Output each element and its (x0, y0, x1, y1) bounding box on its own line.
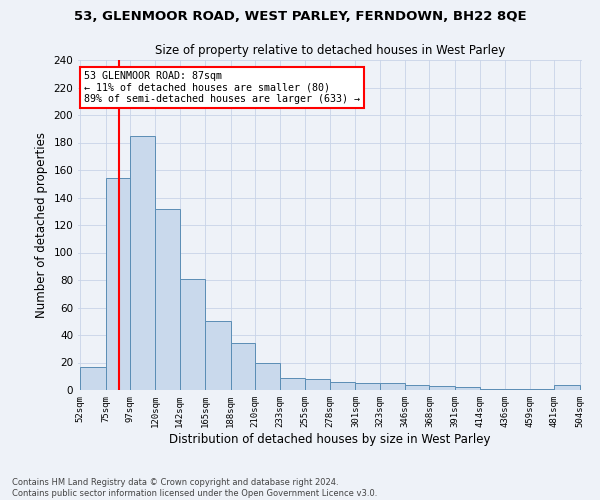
Bar (155, 208, 179, 390)
Bar (455, 387, 481, 390)
Bar (530, 388, 554, 390)
Text: 53, GLENMOOR ROAD, WEST PARLEY, FERNDOWN, BH22 8QE: 53, GLENMOOR ROAD, WEST PARLEY, FERNDOWN… (74, 10, 526, 23)
Bar (430, 386, 455, 390)
Bar (330, 382, 355, 390)
Bar (205, 322, 230, 390)
Text: 53 GLENMOOR ROAD: 87sqm
← 11% of detached houses are smaller (80)
89% of semi-de: 53 GLENMOOR ROAD: 87sqm ← 11% of detache… (83, 71, 359, 104)
Bar (355, 383, 380, 390)
Bar (130, 136, 155, 390)
Title: Size of property relative to detached houses in West Parley: Size of property relative to detached ho… (155, 44, 505, 58)
Bar (179, 278, 205, 390)
Bar (505, 388, 530, 390)
X-axis label: Distribution of detached houses by size in West Parley: Distribution of detached houses by size … (169, 432, 491, 446)
Bar (380, 383, 405, 390)
Bar (481, 388, 505, 390)
Bar (305, 379, 330, 390)
Bar (554, 384, 580, 390)
Bar (230, 343, 255, 390)
Bar (405, 384, 430, 390)
Bar (280, 378, 305, 390)
Bar (255, 362, 280, 390)
Text: Contains HM Land Registry data © Crown copyright and database right 2024.
Contai: Contains HM Land Registry data © Crown c… (12, 478, 377, 498)
Bar (106, 178, 130, 390)
Y-axis label: Number of detached properties: Number of detached properties (35, 132, 48, 318)
Bar (80, 366, 106, 390)
